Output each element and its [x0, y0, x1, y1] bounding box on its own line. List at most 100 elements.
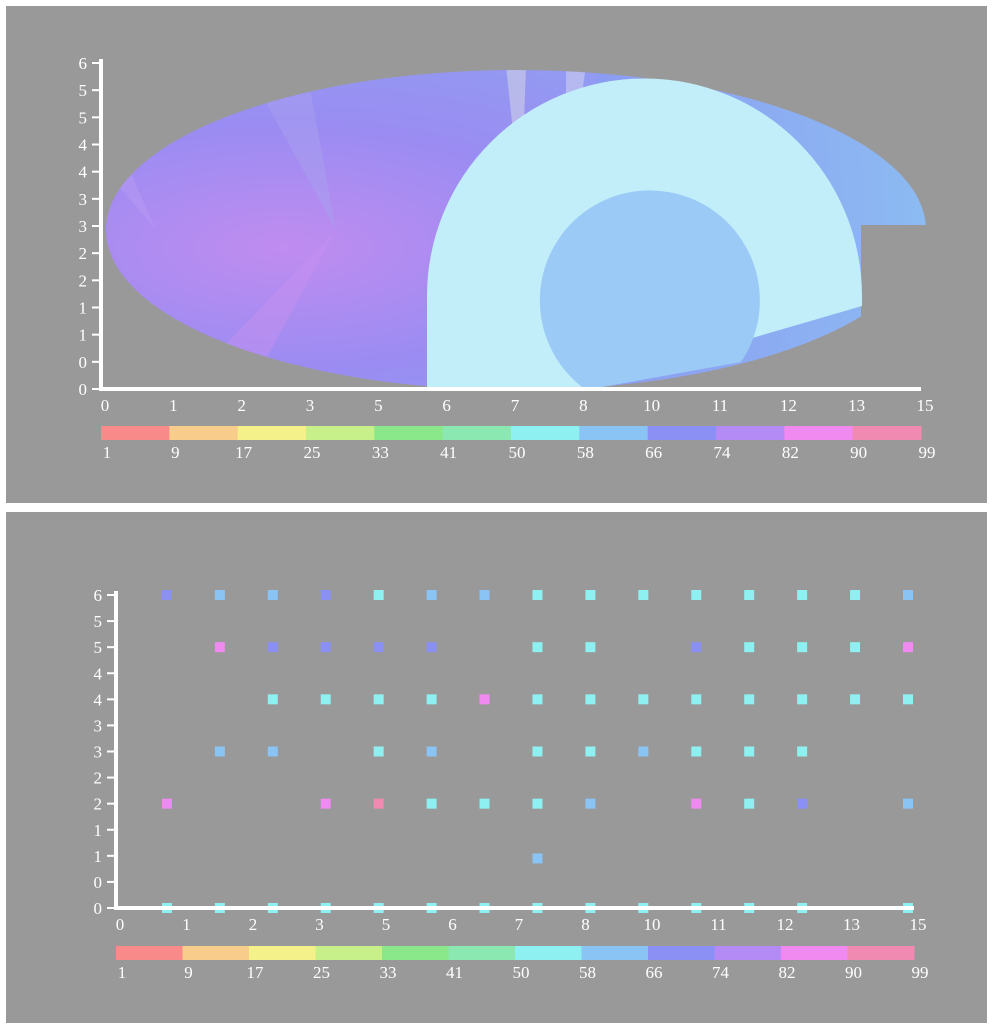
x-tick-label: 5	[374, 396, 383, 415]
scatter-point	[691, 694, 702, 705]
y-tick-label: 2	[79, 271, 88, 290]
colorbar-segment	[448, 946, 516, 960]
y-tick-label: 5	[79, 81, 88, 100]
scatter-point	[426, 746, 437, 757]
scatter-point	[161, 798, 172, 809]
y-tick-label: 0	[79, 353, 88, 372]
scatter-point	[797, 694, 808, 705]
scatter-point	[691, 642, 702, 653]
x-tick-label: 6	[442, 396, 451, 415]
scatter-point	[585, 642, 596, 653]
scatter-point	[850, 590, 861, 600]
colorbar-segment	[784, 426, 854, 440]
y-tick-label: 3	[94, 716, 103, 735]
scatter-point	[638, 694, 649, 705]
scatter-point	[479, 798, 490, 809]
ray-2	[246, 70, 336, 230]
colorbar-tick-label: 25	[313, 963, 330, 982]
x-tick-label: 7	[515, 915, 524, 934]
scatter-point	[214, 590, 225, 600]
colorbar-tick-label: 9	[171, 443, 180, 462]
colorbar-tick-label: 50	[509, 443, 526, 462]
scatter-point	[532, 642, 543, 653]
scatter-point	[797, 798, 808, 809]
colorbar-tick-label: 90	[850, 443, 867, 462]
scatter-point	[797, 746, 808, 757]
colorbar-tick-label: 66	[645, 443, 662, 462]
colorbar-tick-label: 9	[184, 963, 193, 982]
x-tick-label: 13	[843, 915, 860, 934]
scatter-point	[585, 590, 596, 600]
y-tick-label: 1	[79, 299, 88, 318]
y-tick-label: 1	[94, 821, 103, 840]
scatter-point	[744, 798, 755, 809]
scatter-point	[585, 746, 596, 757]
colorbar: 1 9 17 25 33 41 50 58 66 74 82 90 99	[116, 946, 929, 982]
scatter-point	[744, 590, 755, 600]
x-tick-label: 13	[848, 396, 865, 415]
scatter-point	[532, 798, 543, 809]
scatter-point	[373, 642, 384, 653]
scatter-point	[267, 746, 278, 757]
x-tick-label: 15	[910, 915, 927, 934]
y-tick-label: 5	[94, 638, 103, 657]
scatter-point	[638, 590, 649, 600]
scatter-point	[744, 694, 755, 705]
colorbar-segment	[237, 426, 307, 440]
filled-region	[106, 70, 931, 395]
colorbar-tick-label: 17	[235, 443, 253, 462]
y-tick-label: 6	[94, 586, 103, 605]
scatter-point	[532, 694, 543, 705]
x-tick-label: 1	[182, 915, 191, 934]
scatter-point	[903, 642, 913, 653]
colorbar-segment	[249, 946, 316, 960]
colorbar-segment	[182, 946, 250, 960]
colorbar-tick-label: 74	[714, 443, 732, 462]
scatter-point	[320, 590, 331, 600]
scatter-point	[373, 590, 384, 600]
colorbar-tick-label: 99	[919, 443, 936, 462]
colorbar-tick-label: 41	[446, 963, 463, 982]
colorbar-segment	[579, 426, 649, 440]
colorbar-segment	[306, 426, 375, 440]
colorbar-tick-label: 66	[646, 963, 663, 982]
x-tick-label: 3	[315, 915, 324, 934]
colorbar-segment	[511, 426, 580, 440]
colorbar-segment	[852, 426, 922, 440]
colorbar-tick-label: 1	[118, 963, 127, 982]
x-tick-label: 8	[579, 396, 588, 415]
y-tick-label: 3	[79, 190, 88, 209]
scatter-point	[267, 694, 278, 705]
colorbar-segment	[374, 426, 444, 440]
scatter-point	[426, 590, 437, 600]
colorbar-tick-label: 50	[513, 963, 530, 982]
x-tick-label: 2	[237, 396, 246, 415]
colorbar-tick-label: 33	[372, 443, 389, 462]
colorbar-segment	[716, 426, 785, 440]
colorbar-tick-label: 58	[577, 443, 594, 462]
scatter-point	[638, 746, 649, 757]
colorbar-segment	[581, 946, 649, 960]
scatter-point	[479, 590, 490, 600]
scatter-point	[373, 694, 384, 705]
scatter-point	[426, 694, 437, 705]
x-tick-label: 11	[710, 915, 726, 934]
scatter-point	[214, 642, 225, 653]
x-tick-label: 0	[116, 915, 125, 934]
x-tick-label: 7	[511, 396, 520, 415]
colorbar: 1 9 17 25 33 41 50 58 66 74 82 90 99	[101, 426, 936, 462]
x-tick-label: 10	[644, 915, 661, 934]
y-tick-label: 3	[94, 743, 103, 762]
colorbar-segment	[315, 946, 383, 960]
x-tick-label: 2	[249, 915, 258, 934]
y-tick-label: 4	[94, 690, 103, 709]
x-tick-label: 0	[101, 396, 110, 415]
x-tick-label: 10	[643, 396, 660, 415]
x-tick-label: 6	[448, 915, 457, 934]
x-tick-label: 11	[712, 396, 728, 415]
colorbar-tick-label: 58	[579, 963, 596, 982]
colorbar-segment	[442, 426, 512, 440]
colorbar-tick-label: 17	[247, 963, 265, 982]
cutout	[861, 225, 931, 395]
y-tick-label: 4	[79, 136, 88, 155]
